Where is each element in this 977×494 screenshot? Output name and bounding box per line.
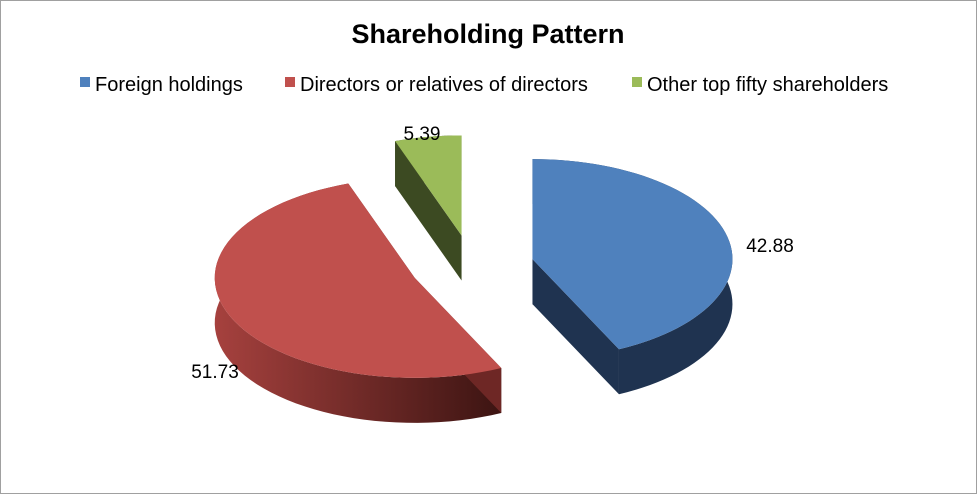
legend-label: Other top fifty shareholders (647, 74, 888, 96)
pie-slice-directors[interactable] (214, 183, 502, 378)
legend-swatch (80, 77, 90, 87)
legend-label: Directors or relatives of directors (300, 74, 588, 96)
pie-slice-edge-foreign (532, 259, 619, 395)
pie-slice-edge-other (395, 141, 462, 281)
legend: Foreign holdings Directors or relatives o… (80, 74, 888, 96)
data-label-foreign: 42.88 (746, 236, 794, 257)
legend-swatch (632, 77, 642, 87)
legend-label: Foreign holdings (95, 74, 243, 96)
data-label-directors: 51.73 (191, 362, 239, 383)
data-label-other: 5.39 (404, 124, 441, 145)
pie-slice-other[interactable] (395, 135, 462, 236)
chart-title: Shareholding Pattern (351, 19, 624, 49)
legend-swatch (285, 77, 295, 87)
pie-slice-foreign[interactable] (532, 159, 733, 350)
